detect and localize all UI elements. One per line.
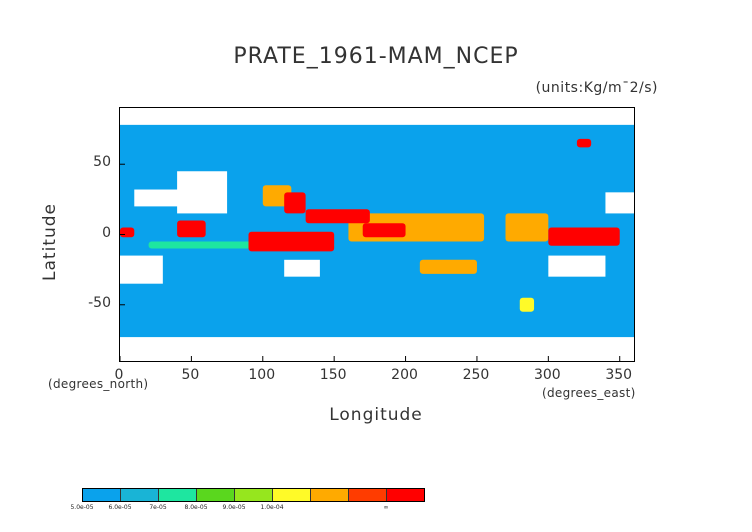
x-tick-300: 300: [533, 367, 561, 383]
x-axis-label: Longitude: [329, 405, 423, 425]
precip-region-12: [519, 297, 535, 312]
colorbar-segment-4: [235, 489, 273, 501]
missing-region-6: [605, 192, 634, 214]
precip-region-8: [177, 220, 206, 238]
missing-region-5: [120, 108, 634, 125]
y-tick--50: -50: [88, 294, 111, 311]
missing-region-7: [548, 255, 606, 277]
colorbar-segment-2: [159, 489, 197, 501]
precip-region-10: [419, 259, 477, 274]
x-tick-0: 0: [114, 367, 124, 383]
colorbar-segment-7: [349, 489, 387, 501]
y-tick-0: 0: [102, 224, 111, 241]
missing-region-3: [120, 255, 163, 284]
y-tick-50: 50: [93, 154, 111, 171]
precip-region-0: [305, 209, 370, 224]
plot-area: [119, 107, 635, 362]
x-tick-250: 250: [462, 367, 490, 383]
x-unit-label: (degrees_east): [542, 386, 636, 400]
colorbar-label-5: 1.0e-04: [260, 504, 284, 511]
colorbar-labels: 5.0e-05 6.0e-05 7e-05 8.0e-05 9.0e-05 1.0e-04…: [70, 504, 388, 514]
precip-region-5: [248, 231, 335, 252]
colorbar-label-4: 9.0e-05: [222, 504, 246, 511]
precip-region-2: [362, 223, 406, 238]
precip-region-6: [284, 192, 306, 214]
colorbar-segment-1: [121, 489, 159, 501]
precip-region-13: [576, 138, 592, 148]
colorbar-segment-0: [83, 489, 121, 501]
x-tick-100: 100: [248, 367, 276, 383]
colorbar-label-3: 8.0e-05: [184, 504, 208, 511]
colorbar-segment-8: [387, 489, 424, 501]
y-axis-label: Latitude: [40, 203, 60, 281]
colorbar-label-2: 7e-05: [149, 504, 167, 511]
precip-region-9: [120, 227, 135, 238]
colorbar-segment-5: [273, 489, 311, 501]
x-tick-350: 350: [605, 367, 633, 383]
units-label: (units:Kg/m¯2/s): [535, 80, 658, 96]
colorbar-label-6: ∞: [383, 504, 389, 511]
missing-region-2: [284, 259, 320, 277]
colorbar-label-1: 6.0e-05: [108, 504, 132, 511]
x-tick-150: 150: [319, 367, 347, 383]
missing-region-1: [177, 171, 228, 214]
colorbar-segment-6: [311, 489, 349, 501]
colorbar-segment-3: [197, 489, 235, 501]
y-unit-label: (degrees_north): [48, 377, 149, 391]
x-tick-50: 50: [181, 367, 200, 383]
x-tick-200: 200: [391, 367, 418, 383]
chart-title: PRATE_1961-MAM_NCEP: [233, 44, 519, 69]
precip-region-4: [505, 213, 549, 242]
precip-region-7: [262, 185, 292, 207]
heatmap-svg: [120, 108, 634, 361]
missing-region-0: [134, 189, 185, 207]
colorbar: [82, 488, 425, 502]
precip-region-3: [548, 227, 620, 246]
missing-region-4: [120, 337, 634, 361]
colorbar-label-0: 5.0e-05: [70, 504, 94, 511]
